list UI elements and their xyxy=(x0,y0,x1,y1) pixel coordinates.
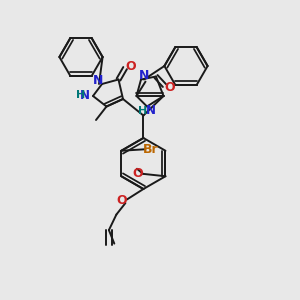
Text: Br: Br xyxy=(143,143,158,156)
Text: N: N xyxy=(93,74,103,87)
Text: O: O xyxy=(164,81,175,94)
Text: H: H xyxy=(138,106,147,116)
Text: N: N xyxy=(80,89,90,102)
Text: O: O xyxy=(125,60,136,73)
Text: O: O xyxy=(117,194,128,207)
Text: N: N xyxy=(146,104,156,118)
Text: H: H xyxy=(76,90,85,100)
Text: N: N xyxy=(139,69,149,82)
Text: O: O xyxy=(133,167,143,180)
